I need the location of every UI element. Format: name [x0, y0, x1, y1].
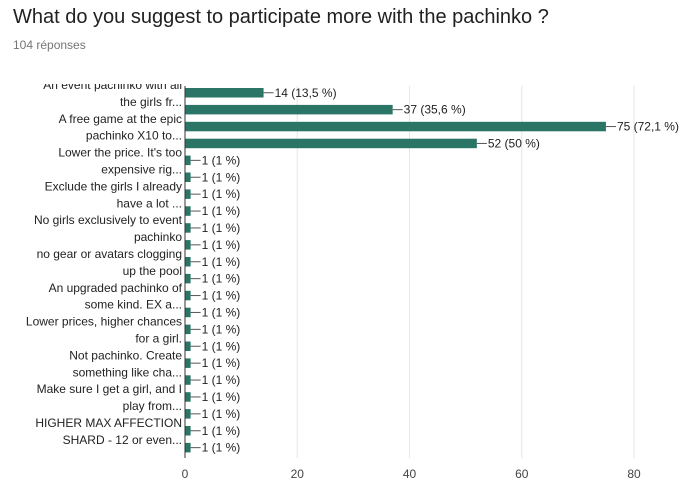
value-label: 14 (13,5 %) [275, 86, 337, 100]
category-label: An upgraded pachinko of [49, 281, 183, 295]
category-label: pachinko X10 to... [86, 129, 182, 143]
bar [185, 442, 191, 453]
bar [185, 358, 191, 368]
bar [185, 324, 191, 335]
x-tick-label: 60 [515, 467, 529, 481]
value-label: 1 (1 %) [202, 170, 241, 184]
bar [185, 375, 191, 385]
bar [185, 88, 264, 98]
category-label: Not pachinko. Create [69, 348, 182, 362]
value-label: 1 (1 %) [202, 221, 241, 235]
value-label: 1 (1 %) [202, 204, 241, 218]
value-label: 1 (1 %) [202, 373, 241, 387]
bar [185, 273, 191, 284]
bar [185, 189, 191, 199]
category-label: expensive rig... [101, 163, 182, 177]
category-label: SHARD - 12 or even... [63, 433, 182, 447]
category-label: Lower the price. It's too [58, 146, 182, 160]
value-label: 1 (1 %) [202, 322, 241, 336]
response-count: 104 réponses [13, 38, 86, 52]
value-label: 1 (1 %) [202, 255, 241, 269]
category-label: pachinko [134, 230, 182, 244]
value-label: 1 (1 %) [202, 187, 241, 201]
value-label: 1 (1 %) [202, 339, 241, 353]
bar [185, 290, 191, 301]
value-label: 1 (1 %) [202, 424, 241, 438]
x-tick-label: 20 [291, 467, 305, 481]
bar [185, 307, 191, 318]
category-label: up the pool [123, 264, 182, 278]
category-label: HIGHER MAX AFFECTION [35, 416, 182, 430]
category-label: something like cha... [73, 365, 182, 379]
category-label: No girls exclusively to event [34, 213, 183, 227]
value-label: 1 (1 %) [202, 272, 241, 286]
category-label: Make sure I get a girl, and I [37, 382, 182, 396]
category-labels: An event pachinko with all the girls fr..… [26, 78, 183, 447]
bar [185, 409, 191, 419]
value-label: 1 (1 %) [202, 289, 241, 303]
value-label: 1 (1 %) [202, 238, 241, 252]
x-tick-label: 80 [627, 467, 641, 481]
value-label: 75 (72,1 %) [617, 120, 679, 134]
value-label: 1 (1 %) [202, 305, 241, 319]
value-label: 1 (1 %) [202, 441, 241, 455]
category-label: no gear or avatars clogging [37, 247, 182, 261]
value-label: 1 (1 %) [202, 356, 241, 370]
bar [185, 341, 191, 351]
bar [185, 155, 191, 166]
category-label: play from... [123, 399, 182, 413]
bar [185, 223, 191, 233]
bar [185, 206, 191, 216]
value-label: 37 (35,6 %) [404, 103, 466, 117]
bar [185, 104, 393, 115]
bar [185, 240, 191, 250]
category-label: Exclude the girls I already [45, 179, 182, 193]
bar [185, 257, 191, 267]
category-label: Lower prices, higher chances [26, 315, 182, 329]
bar [185, 172, 191, 182]
x-tick-label: 40 [403, 467, 417, 481]
question-title: What do you suggest to participate more … [13, 6, 549, 28]
value-label: 52 (50 %) [488, 136, 540, 150]
category-label: An event pachinko with all [43, 78, 182, 92]
value-label: 1 (1 %) [202, 390, 241, 404]
bar [185, 392, 191, 402]
x-tick-label: 0 [182, 467, 189, 481]
category-label: have a lot ... [117, 196, 182, 210]
category-label: for a girl. [135, 332, 182, 346]
category-label: A free game at the epic [59, 112, 182, 126]
bar [185, 121, 606, 132]
bar [185, 138, 477, 149]
category-label: the girls fr... [120, 95, 182, 109]
category-label: some kind. EX a... [85, 298, 182, 312]
value-label: 1 (1 %) [202, 153, 241, 167]
bar [185, 426, 191, 436]
value-label: 1 (1 %) [202, 407, 241, 421]
